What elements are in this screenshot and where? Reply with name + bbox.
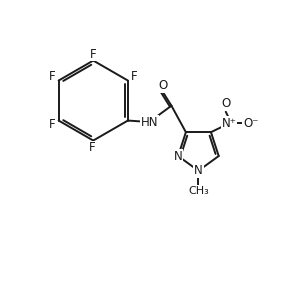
Text: F: F (88, 141, 95, 154)
Text: O⁻: O⁻ (243, 117, 258, 130)
Text: N: N (174, 150, 182, 162)
Text: CH₃: CH₃ (188, 186, 209, 196)
Text: N: N (194, 164, 203, 177)
Text: HN: HN (141, 116, 158, 129)
Text: F: F (49, 118, 56, 131)
Text: F: F (90, 48, 97, 61)
Text: F: F (131, 70, 138, 83)
Text: O: O (158, 79, 167, 92)
Text: F: F (49, 70, 56, 83)
Text: N⁺: N⁺ (222, 117, 237, 130)
Text: O: O (221, 97, 230, 110)
